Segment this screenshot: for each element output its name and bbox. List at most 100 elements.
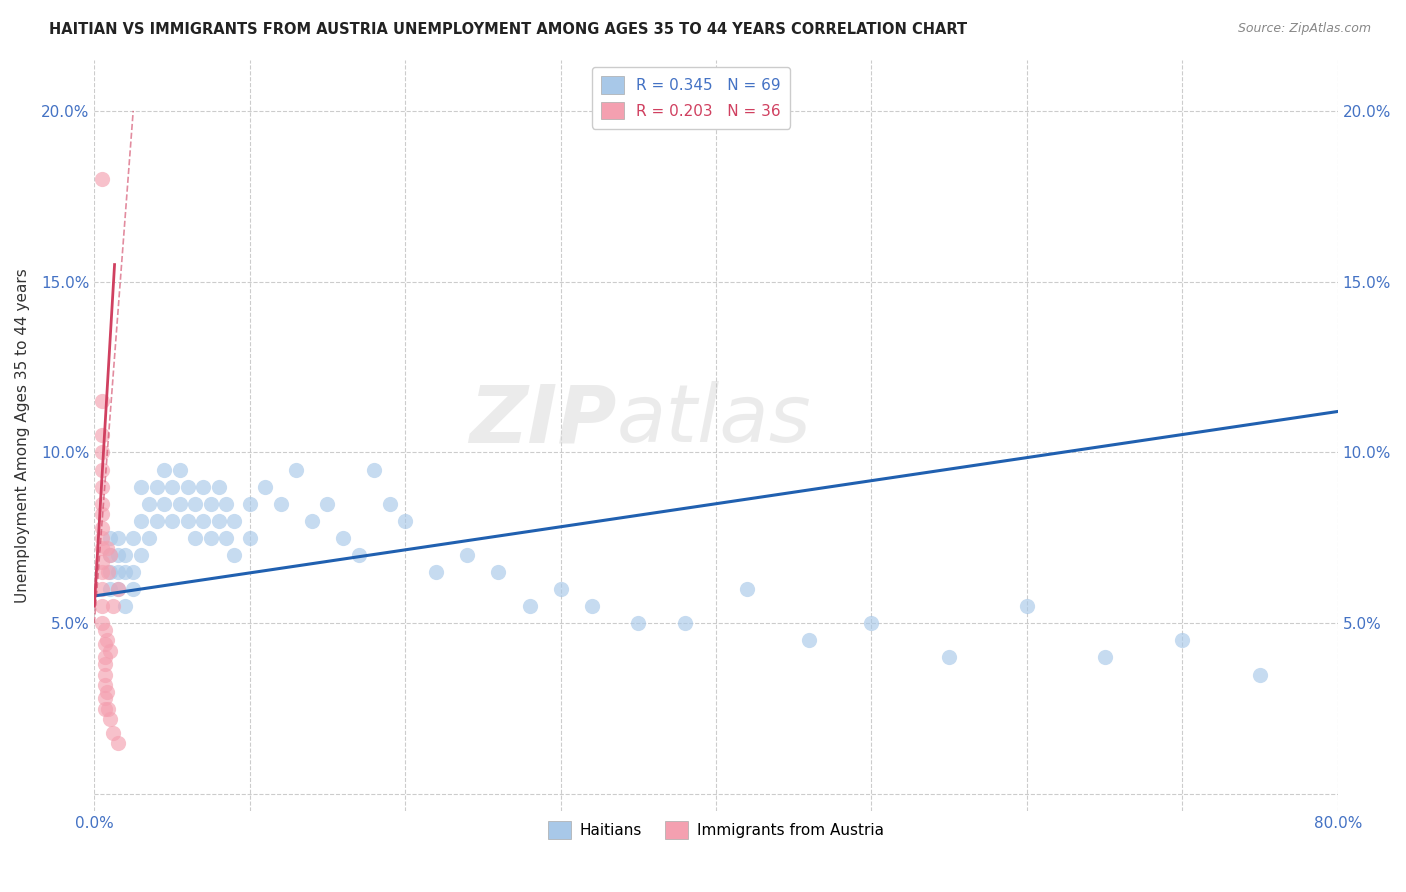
- Point: [735, 582, 758, 596]
- Point: [101, 599, 124, 614]
- Point: [799, 633, 821, 648]
- Point: [394, 514, 416, 528]
- Point: [519, 599, 541, 614]
- Point: [138, 531, 160, 545]
- Point: [107, 736, 129, 750]
- Point: [239, 531, 262, 545]
- Point: [224, 548, 246, 562]
- Point: [215, 497, 238, 511]
- Point: [94, 623, 117, 637]
- Point: [378, 497, 401, 511]
- Point: [184, 497, 207, 511]
- Point: [332, 531, 354, 545]
- Point: [96, 684, 118, 698]
- Point: [191, 480, 214, 494]
- Text: ZIP: ZIP: [470, 382, 617, 459]
- Point: [101, 725, 124, 739]
- Point: [860, 616, 883, 631]
- Point: [129, 480, 152, 494]
- Point: [94, 657, 117, 672]
- Point: [114, 599, 136, 614]
- Point: [145, 514, 167, 528]
- Point: [153, 462, 176, 476]
- Point: [456, 548, 478, 562]
- Text: Source: ZipAtlas.com: Source: ZipAtlas.com: [1237, 22, 1371, 36]
- Point: [114, 548, 136, 562]
- Point: [347, 548, 370, 562]
- Point: [98, 565, 121, 579]
- Point: [316, 497, 339, 511]
- Point: [107, 531, 129, 545]
- Point: [91, 599, 114, 614]
- Point: [488, 565, 510, 579]
- Point: [98, 582, 121, 596]
- Point: [94, 702, 117, 716]
- Point: [107, 582, 129, 596]
- Point: [627, 616, 650, 631]
- Point: [94, 691, 117, 706]
- Point: [176, 514, 198, 528]
- Point: [98, 548, 121, 562]
- Point: [1094, 650, 1116, 665]
- Point: [98, 643, 121, 657]
- Point: [91, 555, 114, 569]
- Point: [153, 497, 176, 511]
- Point: [208, 480, 231, 494]
- Point: [91, 497, 114, 511]
- Point: [122, 582, 145, 596]
- Point: [91, 445, 114, 459]
- Point: [94, 637, 117, 651]
- Point: [550, 582, 572, 596]
- Point: [673, 616, 696, 631]
- Point: [581, 599, 603, 614]
- Point: [129, 548, 152, 562]
- Point: [91, 480, 114, 494]
- Point: [200, 497, 222, 511]
- Point: [96, 541, 118, 555]
- Point: [97, 702, 120, 716]
- Point: [200, 531, 222, 545]
- Point: [239, 497, 262, 511]
- Point: [98, 531, 121, 545]
- Point: [107, 548, 129, 562]
- Point: [301, 514, 323, 528]
- Point: [176, 480, 198, 494]
- Point: [91, 394, 114, 409]
- Point: [107, 565, 129, 579]
- Point: [98, 712, 121, 726]
- Point: [160, 480, 183, 494]
- Point: [122, 531, 145, 545]
- Point: [94, 678, 117, 692]
- Point: [107, 582, 129, 596]
- Point: [208, 514, 231, 528]
- Point: [425, 565, 447, 579]
- Point: [285, 462, 308, 476]
- Point: [91, 507, 114, 521]
- Point: [224, 514, 246, 528]
- Point: [94, 667, 117, 681]
- Point: [91, 565, 114, 579]
- Point: [91, 428, 114, 442]
- Point: [98, 548, 121, 562]
- Point: [97, 565, 120, 579]
- Point: [254, 480, 277, 494]
- Point: [91, 462, 114, 476]
- Point: [215, 531, 238, 545]
- Point: [1249, 667, 1271, 681]
- Y-axis label: Unemployment Among Ages 35 to 44 years: Unemployment Among Ages 35 to 44 years: [15, 268, 30, 603]
- Text: atlas: atlas: [617, 382, 811, 459]
- Point: [363, 462, 385, 476]
- Point: [184, 531, 207, 545]
- Point: [114, 565, 136, 579]
- Point: [91, 616, 114, 631]
- Point: [270, 497, 292, 511]
- Point: [96, 633, 118, 648]
- Point: [1015, 599, 1038, 614]
- Point: [122, 565, 145, 579]
- Text: HAITIAN VS IMMIGRANTS FROM AUSTRIA UNEMPLOYMENT AMONG AGES 35 TO 44 YEARS CORREL: HAITIAN VS IMMIGRANTS FROM AUSTRIA UNEMP…: [49, 22, 967, 37]
- Point: [91, 172, 114, 186]
- Point: [938, 650, 960, 665]
- Point: [91, 541, 114, 555]
- Point: [145, 480, 167, 494]
- Point: [91, 582, 114, 596]
